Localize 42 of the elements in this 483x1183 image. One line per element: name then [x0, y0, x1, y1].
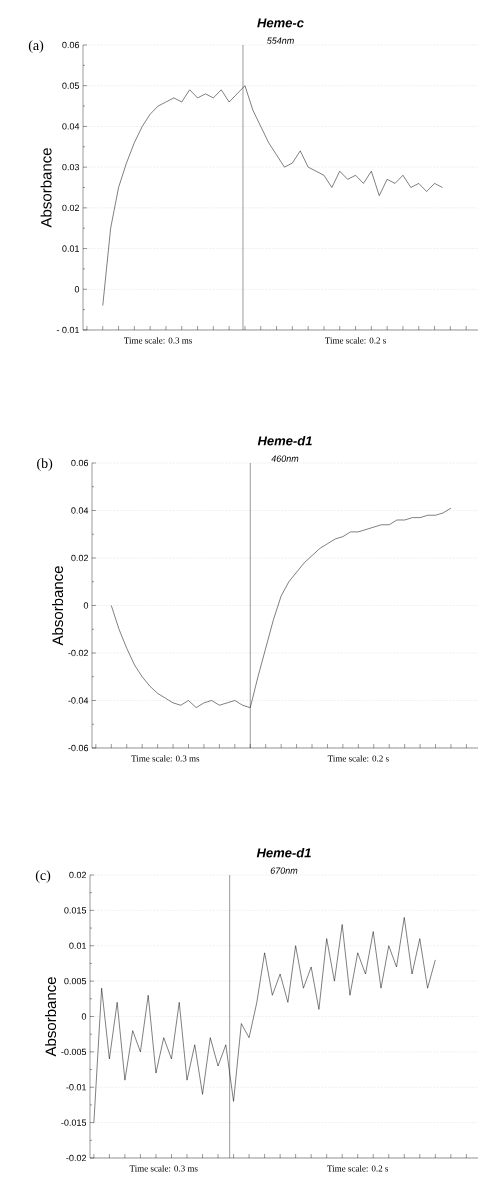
- y-tick-label: 0: [74, 286, 80, 293]
- y-tick-label: -0.02: [68, 649, 89, 657]
- y-tick-label: 0.06: [71, 459, 89, 467]
- chart-title: Heme-d1: [256, 847, 311, 858]
- y-tick-label: 0.01: [69, 942, 87, 949]
- text: (a): [28, 40, 44, 53]
- y-tick-label: 0.04: [62, 123, 80, 130]
- y-tick-label: 0: [83, 602, 89, 609]
- y-tick-label: -0.06: [68, 744, 89, 752]
- y-tick-label: -0.02: [66, 1154, 87, 1162]
- y-tick-label: -0.015: [61, 1119, 87, 1126]
- y-tick-label: 0.06: [62, 41, 80, 49]
- text: Time scale: 0.3 ms: [129, 1165, 198, 1172]
- text: Time scale: 0.3 ms: [131, 755, 200, 762]
- y-tick-label: - 0.01: [56, 326, 80, 334]
- text: Time scale: 0.2 s: [327, 1165, 389, 1172]
- y-tick-label: -0.005: [61, 1048, 87, 1056]
- chart-subtitle: 460nm: [271, 455, 299, 462]
- chart-subtitle: 554nm: [266, 37, 294, 44]
- y-tick-label: 0.01: [62, 245, 80, 252]
- y-axis-title: Absorbance: [52, 566, 64, 646]
- chart-title: Heme-c: [257, 18, 304, 28]
- y-tick-label: 0.02: [71, 554, 89, 562]
- y-tick-label: 0.005: [64, 977, 87, 985]
- text: Time scale: 0.2 s: [327, 755, 389, 762]
- y-tick-label: -0.04: [68, 697, 89, 704]
- chart-title: Heme-d1: [257, 435, 312, 446]
- y-tick-label: 0.03: [62, 163, 80, 171]
- text: Time scale: 0.3 ms: [124, 337, 192, 344]
- y-tick-label: 0.04: [71, 507, 89, 514]
- y-tick-label: 0.05: [62, 82, 80, 89]
- y-tick-label: -0.01: [66, 1084, 87, 1091]
- y-tick-label: 0.015: [64, 907, 87, 914]
- text: (c): [35, 870, 51, 883]
- y-axis-title: Absorbance: [40, 148, 52, 228]
- y-tick-label: 0.02: [69, 871, 87, 879]
- text: Time scale: 0.2 s: [325, 337, 386, 344]
- y-tick-label: 0: [81, 1013, 87, 1020]
- y-axis-title: Absorbance: [45, 977, 57, 1057]
- chart-subtitle: 670nm: [270, 867, 298, 874]
- text: (b): [37, 458, 53, 471]
- y-tick-label: 0.02: [62, 204, 80, 212]
